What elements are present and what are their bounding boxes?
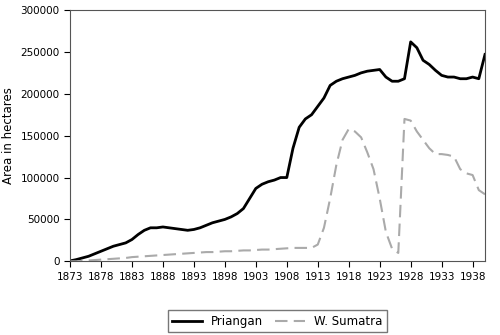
W. Sumatra <box>402 117 407 121</box>
Priangan <box>445 75 451 79</box>
W. Sumatra <box>67 259 73 263</box>
W. Sumatra <box>166 253 172 257</box>
Priangan <box>482 52 488 56</box>
Priangan <box>408 40 414 44</box>
Priangan <box>166 226 172 230</box>
Line: W. Sumatra: W. Sumatra <box>70 119 485 261</box>
W. Sumatra <box>445 153 451 157</box>
W. Sumatra <box>240 249 246 253</box>
W. Sumatra <box>482 192 488 196</box>
W. Sumatra <box>302 246 308 250</box>
Line: Priangan: Priangan <box>70 42 485 261</box>
Priangan <box>160 225 166 229</box>
Priangan <box>240 206 246 211</box>
W. Sumatra <box>308 246 314 250</box>
Y-axis label: Area in hectares: Area in hectares <box>2 87 15 184</box>
Priangan <box>308 113 314 117</box>
Priangan <box>302 117 308 121</box>
Legend: Priangan, W. Sumatra: Priangan, W. Sumatra <box>168 310 388 332</box>
W. Sumatra <box>160 253 166 257</box>
Priangan <box>67 259 73 263</box>
